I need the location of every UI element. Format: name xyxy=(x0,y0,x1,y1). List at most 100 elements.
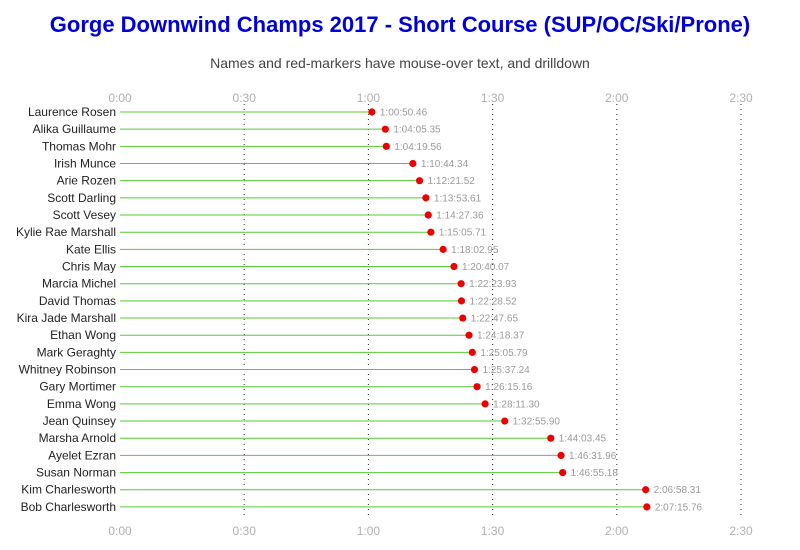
result-marker[interactable] xyxy=(642,486,650,494)
competitor-name[interactable]: Irish Munce xyxy=(54,157,116,171)
competitor-name[interactable]: Ayelet Ezran xyxy=(48,448,116,462)
result-row: Ayelet Ezran 1:46:31.96 xyxy=(48,448,617,462)
result-marker[interactable] xyxy=(381,125,389,133)
result-row: Chris May 1:20:40.07 xyxy=(62,260,510,274)
result-marker[interactable] xyxy=(470,365,479,374)
competitor-name[interactable]: Bob Charlesworth xyxy=(21,500,116,514)
x-tick-label-bottom: 0:00 xyxy=(108,524,132,538)
time-label: 1:13:53.61 xyxy=(434,193,482,204)
result-row: Scott Vesey 1:14:27.36 xyxy=(53,208,484,222)
result-row: Susan Norman 1:46:55.18 xyxy=(36,466,618,480)
result-marker[interactable] xyxy=(481,400,489,408)
time-label: 2:07:15.76 xyxy=(655,502,703,513)
result-rows: Laurence Rosen 1:00:50.46 Alika Guillaume 1… xyxy=(16,105,703,514)
top-axis: 0:00 0:30 1:00 1:30 2:00 2:30 xyxy=(108,91,753,105)
result-marker[interactable] xyxy=(501,417,509,425)
competitor-name[interactable]: Laurence Rosen xyxy=(28,105,116,119)
result-row: Marcia Michel 1:22:23.93 xyxy=(42,277,517,291)
result-marker[interactable] xyxy=(439,245,447,253)
result-row: Kylie Rae Marshall 1:15:05.71 xyxy=(16,225,487,239)
x-tick-label-bottom: 0:30 xyxy=(233,524,257,538)
time-label: 1:46:31.96 xyxy=(569,451,617,462)
result-marker[interactable] xyxy=(643,503,651,511)
result-marker[interactable] xyxy=(559,468,567,477)
time-label: 1:12:21.52 xyxy=(428,176,476,187)
bottom-axis: 0:00 0:30 1:00 1:30 2:00 2:30 xyxy=(108,524,753,538)
time-label: 1:25:05.79 xyxy=(480,348,528,359)
result-row: Scott Darling 1:13:53.61 xyxy=(47,191,481,205)
x-tick-label-top: 0:00 xyxy=(108,91,132,105)
result-marker[interactable] xyxy=(382,142,390,150)
result-row: David Thomas 1:22:28.52 xyxy=(39,294,517,308)
competitor-name[interactable]: Emma Wong xyxy=(47,397,116,411)
competitor-name[interactable]: Kim Charlesworth xyxy=(21,483,116,497)
time-label: 1:10:44.34 xyxy=(421,159,469,170)
result-marker[interactable] xyxy=(557,451,565,459)
competitor-name[interactable]: Whitney Robinson xyxy=(19,363,116,377)
competitor-name[interactable]: Marsha Arnold xyxy=(39,431,116,445)
time-label: 1:22:28.52 xyxy=(469,296,517,307)
competitor-name[interactable]: Kira Jade Marshall xyxy=(17,311,116,325)
time-label: 1:22:23.93 xyxy=(469,279,517,290)
result-marker[interactable] xyxy=(457,297,466,305)
result-row: Bob Charlesworth 2:07:15.76 xyxy=(21,500,703,514)
time-label: 2:06:58.31 xyxy=(654,485,702,496)
competitor-name[interactable]: Scott Vesey xyxy=(53,208,116,222)
result-marker[interactable] xyxy=(427,228,435,236)
result-row: Emma Wong 1:28:11.30 xyxy=(47,397,540,411)
competitor-name[interactable]: Mark Geraghty xyxy=(37,345,116,359)
time-label: 1:04:05.35 xyxy=(393,125,441,136)
time-label: 1:22:47.65 xyxy=(471,314,519,325)
result-marker[interactable] xyxy=(424,211,432,219)
result-marker[interactable] xyxy=(450,262,458,271)
time-label: 1:28:11.30 xyxy=(493,399,540,410)
competitor-name[interactable]: Gary Mortimer xyxy=(39,380,116,394)
time-label: 1:15:05.71 xyxy=(439,228,487,239)
result-marker[interactable] xyxy=(473,383,481,391)
result-row: Irish Munce 1:10:44.34 xyxy=(54,157,469,171)
competitor-name[interactable]: Kylie Rae Marshall xyxy=(16,225,116,239)
competitor-name[interactable]: David Thomas xyxy=(39,294,116,308)
competitor-name[interactable]: Jean Quinsey xyxy=(43,414,116,428)
result-marker[interactable] xyxy=(547,434,555,442)
result-marker[interactable] xyxy=(465,331,473,339)
time-label: 1:25:37.24 xyxy=(482,365,530,376)
result-marker[interactable] xyxy=(468,348,476,356)
result-marker[interactable] xyxy=(368,108,376,116)
time-label: 1:18:02.95 xyxy=(451,245,499,256)
time-label: 1:44:03.45 xyxy=(559,434,607,445)
x-tick-label-bottom: 2:30 xyxy=(729,524,753,538)
result-marker[interactable] xyxy=(422,194,430,202)
x-tick-label-bottom: 1:30 xyxy=(481,524,505,538)
time-label: 1:20:40.07 xyxy=(462,262,510,273)
result-row: Mark Geraghty 1:25:05.79 xyxy=(37,345,528,359)
competitor-name[interactable]: Scott Darling xyxy=(47,191,116,205)
result-row: Arie Rozen 1:12:21.52 xyxy=(57,174,476,188)
competitor-name[interactable]: Alika Guillaume xyxy=(33,122,117,136)
grid-lines xyxy=(243,104,742,516)
competitor-name[interactable]: Arie Rozen xyxy=(57,174,116,188)
result-row: Alika Guillaume 1:04:05.35 xyxy=(33,122,441,136)
result-marker[interactable] xyxy=(457,280,465,288)
result-row: Ethan Wong 1:24:18.37 xyxy=(50,328,525,342)
result-row: Marsha Arnold 1:44:03.45 xyxy=(39,431,607,445)
x-tick-label-bottom: 2:00 xyxy=(605,524,629,538)
competitor-name[interactable]: Ethan Wong xyxy=(50,328,116,342)
result-row: Gary Mortimer 1:26:15.16 xyxy=(39,380,532,394)
x-tick-label-top: 1:00 xyxy=(357,91,381,105)
result-marker[interactable] xyxy=(409,159,417,168)
competitor-name[interactable]: Chris May xyxy=(62,260,116,274)
competitor-name[interactable]: Kate Ellis xyxy=(66,242,116,256)
time-label: 1:04:19.56 xyxy=(394,142,442,153)
chart-subtitle: Names and red-markers have mouse-over te… xyxy=(210,55,590,71)
x-tick-label-top: 2:00 xyxy=(605,91,629,105)
time-label: 1:32:55.90 xyxy=(513,417,561,428)
x-tick-label-top: 0:30 xyxy=(233,91,257,105)
result-marker[interactable] xyxy=(415,177,424,185)
result-marker[interactable] xyxy=(459,314,467,322)
competitor-name[interactable]: Marcia Michel xyxy=(42,277,116,291)
result-row: Jean Quinsey 1:32:55.90 xyxy=(43,414,561,428)
competitor-name[interactable]: Susan Norman xyxy=(36,466,116,480)
competitor-name[interactable]: Thomas Mohr xyxy=(42,139,116,153)
